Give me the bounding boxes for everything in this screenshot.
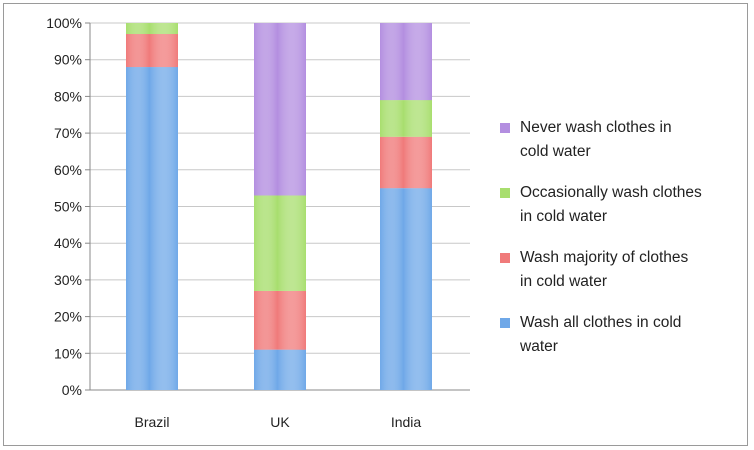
bar-highlight-india-series-2: [380, 100, 432, 137]
y-tick-label-70: 70%: [54, 125, 82, 141]
bar-highlight-uk-series-0: [254, 349, 306, 390]
y-tick-label-100: 100%: [46, 15, 82, 31]
legend-swatch-occasionally-wash-clothes-in-cold-water: [500, 188, 510, 198]
bar-highlight-uk-series-3: [254, 23, 306, 196]
legend-swatch-wash-majority-of-clothes-in-cold-water: [500, 253, 510, 263]
y-tick-label-60: 60%: [54, 162, 82, 178]
legend-label-occasionally-wash-clothes-in-cold-water-line-1: Occasionally wash clothes: [520, 184, 702, 201]
bar-highlight-brazil-series-1: [126, 34, 178, 68]
legend-label-wash-majority-of-clothes-in-cold-water-line-2: in cold water: [520, 273, 607, 290]
y-tick-label-0: 0%: [62, 382, 82, 398]
bar-highlight-uk-series-1: [254, 290, 306, 350]
legend-label-wash-majority-of-clothes-in-cold-water-line-1: Wash majority of clothes: [520, 249, 689, 266]
bar-highlight-india-series-1: [380, 136, 432, 189]
legend-label-never-wash-clothes-in-cold-water-line-2: cold water: [520, 143, 591, 160]
y-tick-label-80: 80%: [54, 88, 82, 104]
y-tick-label-40: 40%: [54, 235, 82, 251]
bars: [126, 23, 432, 390]
bar-highlight-india-series-3: [380, 23, 432, 101]
axes: 0% 10% 20% 30% 40% 50% 60% 70% 80% 90% 100% Brazil U…: [46, 15, 470, 430]
y-tick-label-20: 20%: [54, 309, 82, 325]
bar-highlight-brazil-series-0: [126, 67, 178, 390]
legend-label-occasionally-wash-clothes-in-cold-water-line-2: in cold water: [520, 208, 607, 225]
y-tick-label-30: 30%: [54, 272, 82, 288]
bar-highlight-uk-series-2: [254, 195, 306, 291]
legend-label-never-wash-clothes-in-cold-water-line-1: Never wash clothes in: [520, 119, 672, 136]
y-tick-label-90: 90%: [54, 52, 82, 68]
bar-highlight-brazil-series-2: [126, 23, 178, 35]
x-tick-label-brazil: Brazil: [134, 414, 169, 430]
x-tick-label-uk: UK: [270, 414, 290, 430]
legend-label-wash-all-clothes-in-cold-water-line-1: Wash all clothes in cold: [520, 314, 681, 331]
y-tick-label-50: 50%: [54, 199, 82, 215]
x-tick-label-india: India: [391, 414, 422, 430]
bar-highlight-india-series-0: [380, 188, 432, 390]
legend-swatch-never-wash-clothes-in-cold-water: [500, 123, 510, 133]
legend-swatch-wash-all-clothes-in-cold-water: [500, 318, 510, 328]
legend: Never wash clothes in cold water Occasiona…: [500, 119, 702, 355]
legend-label-wash-all-clothes-in-cold-water-line-2: water: [519, 338, 558, 355]
y-tick-label-10: 10%: [54, 345, 82, 361]
